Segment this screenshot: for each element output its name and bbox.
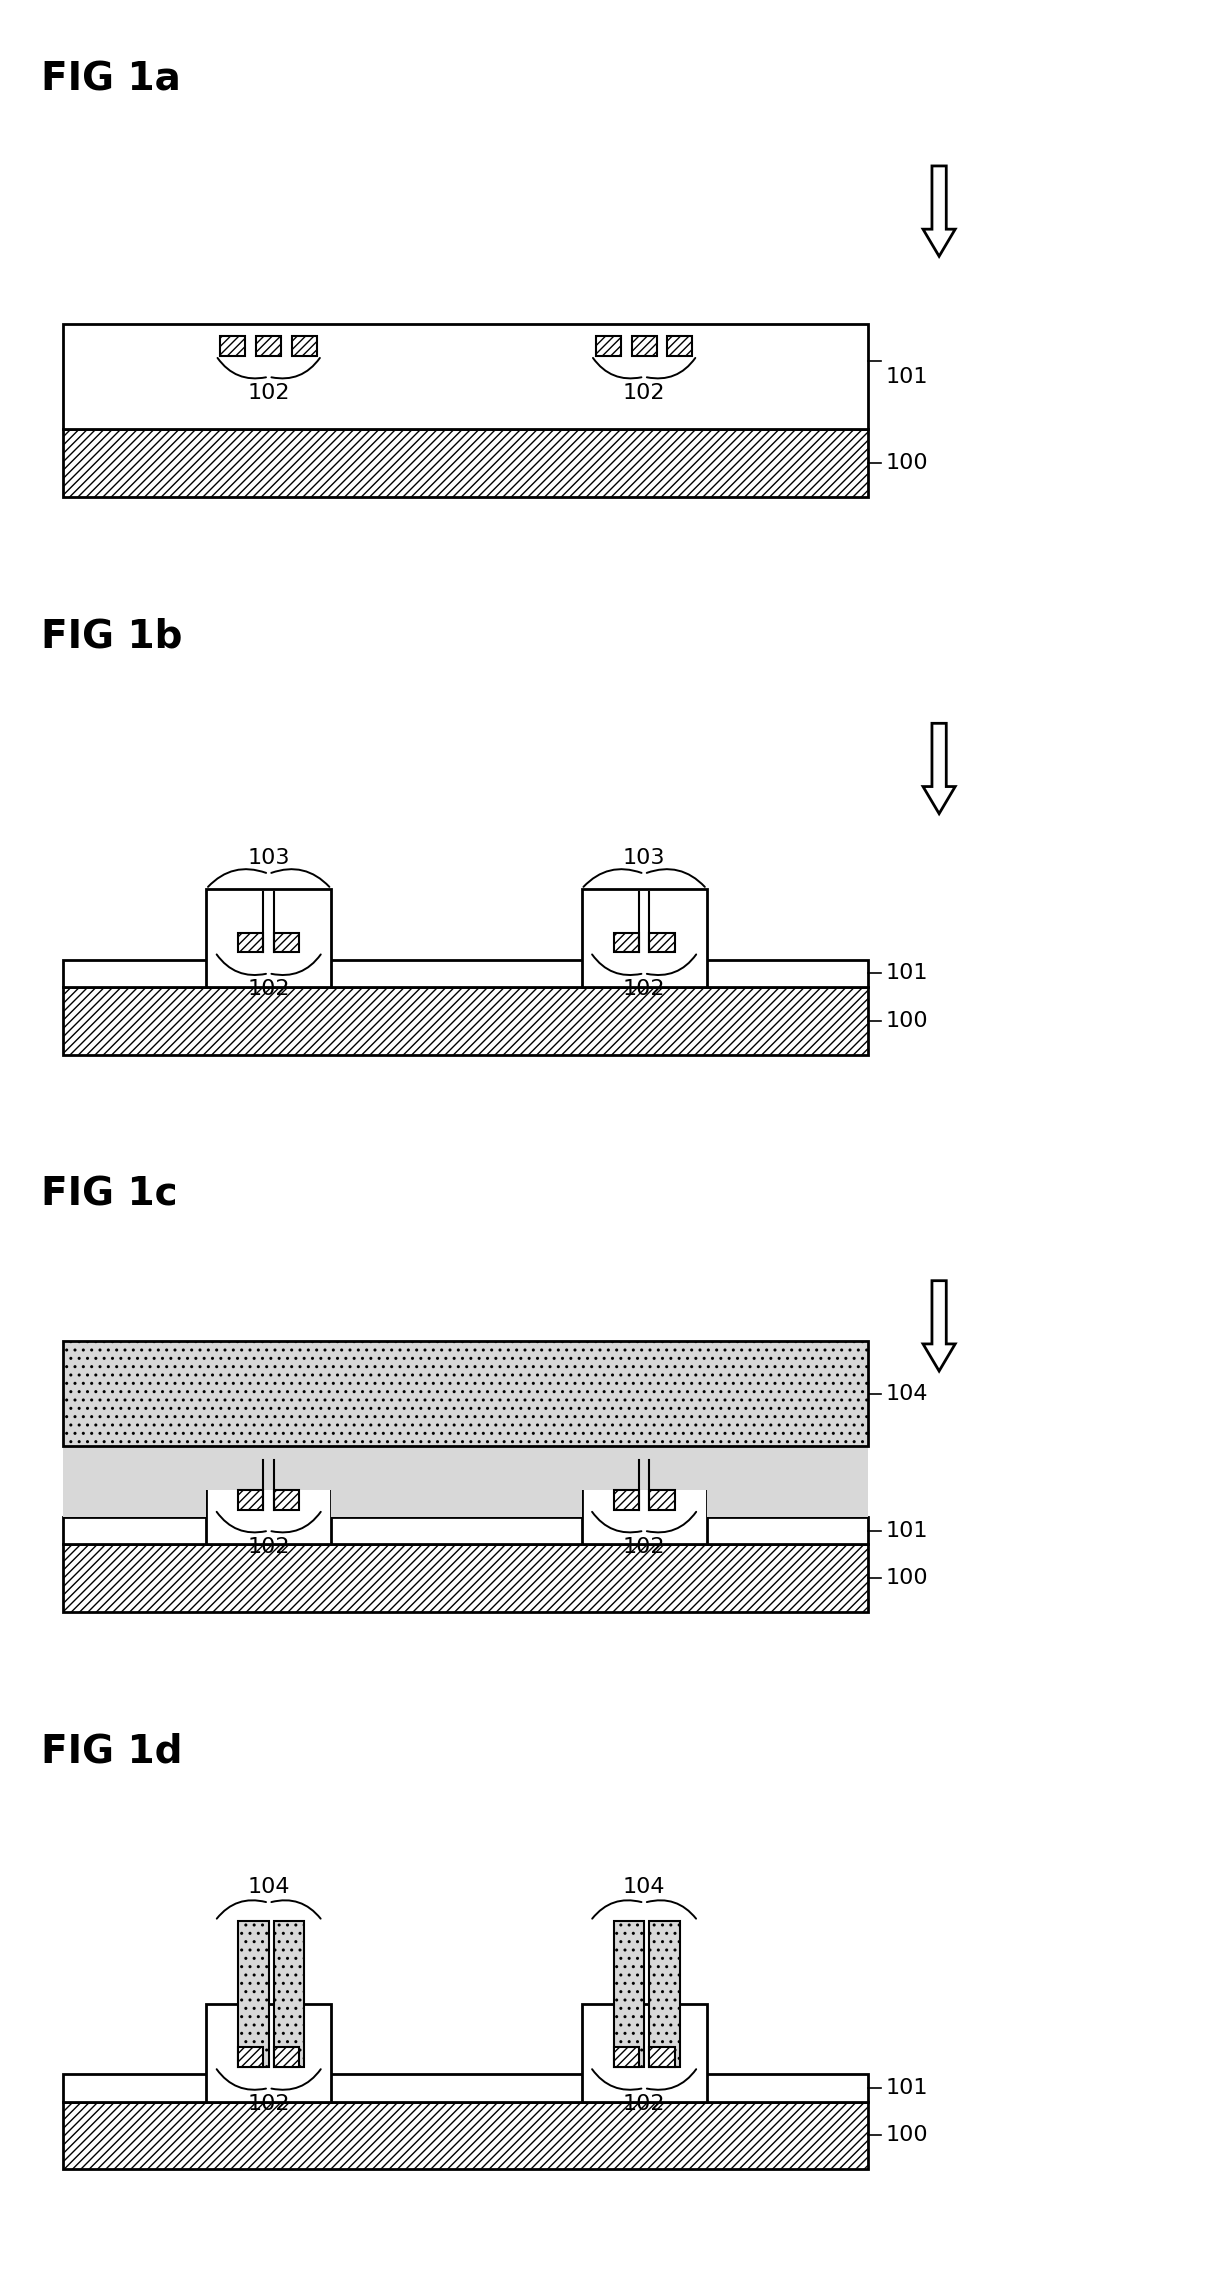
Bar bbox=[63, 2102, 868, 2170]
Bar bbox=[63, 323, 868, 430]
Text: FIG 1d: FIG 1d bbox=[41, 1734, 183, 1770]
Bar bbox=[238, 2048, 264, 2068]
Bar bbox=[595, 337, 621, 355]
Text: 100: 100 bbox=[886, 453, 928, 473]
Polygon shape bbox=[923, 166, 955, 257]
Bar bbox=[63, 987, 868, 1056]
Bar bbox=[63, 1545, 868, 1613]
Text: 103: 103 bbox=[248, 849, 290, 867]
Bar bbox=[63, 2075, 868, 2102]
Text: FIG 1a: FIG 1a bbox=[41, 61, 180, 98]
Bar bbox=[292, 337, 317, 355]
Text: 102: 102 bbox=[623, 382, 666, 403]
Bar bbox=[63, 1340, 868, 1447]
Bar bbox=[707, 1447, 868, 1517]
Bar bbox=[650, 1490, 674, 1511]
Text: FIG 1b: FIG 1b bbox=[41, 619, 183, 655]
Bar bbox=[206, 2004, 332, 2102]
Bar bbox=[582, 1447, 707, 1545]
Text: 101: 101 bbox=[886, 1520, 928, 1540]
Bar bbox=[332, 1447, 582, 1517]
Bar bbox=[632, 337, 657, 355]
Bar bbox=[257, 337, 281, 355]
Bar bbox=[275, 2048, 299, 2068]
Bar bbox=[238, 933, 264, 953]
Text: 101: 101 bbox=[886, 366, 928, 387]
Text: 100: 100 bbox=[886, 1567, 928, 1588]
Bar bbox=[238, 1490, 264, 1511]
Text: 102: 102 bbox=[248, 1536, 290, 1556]
Bar bbox=[613, 2048, 639, 2068]
Bar bbox=[613, 933, 639, 953]
Polygon shape bbox=[923, 723, 955, 814]
Text: 100: 100 bbox=[886, 1010, 928, 1031]
Text: 100: 100 bbox=[886, 2125, 928, 2145]
Bar bbox=[650, 933, 674, 953]
Polygon shape bbox=[923, 1281, 955, 1372]
Bar bbox=[275, 1920, 305, 2068]
Bar bbox=[63, 1517, 868, 1545]
Bar bbox=[63, 1447, 206, 1517]
Text: 102: 102 bbox=[248, 382, 290, 403]
Bar bbox=[206, 890, 332, 987]
Text: 104: 104 bbox=[248, 1877, 290, 1897]
Text: FIG 1c: FIG 1c bbox=[41, 1176, 178, 1213]
Text: 102: 102 bbox=[623, 978, 666, 999]
Bar bbox=[650, 2048, 674, 2068]
Text: 102: 102 bbox=[248, 2093, 290, 2113]
Text: 101: 101 bbox=[886, 2077, 928, 2098]
Bar bbox=[275, 933, 299, 953]
Bar bbox=[668, 337, 692, 355]
Bar bbox=[63, 960, 868, 987]
Text: 102: 102 bbox=[248, 978, 290, 999]
Text: 102: 102 bbox=[623, 2093, 666, 2113]
Bar bbox=[220, 337, 246, 355]
Bar bbox=[206, 1447, 332, 1490]
Text: 104: 104 bbox=[623, 1877, 666, 1897]
Bar bbox=[238, 1920, 269, 2068]
Bar bbox=[613, 1920, 644, 2068]
Bar bbox=[582, 890, 707, 987]
Bar bbox=[582, 1447, 707, 1490]
Text: 102: 102 bbox=[623, 1536, 666, 1556]
Bar bbox=[206, 1447, 332, 1545]
Bar bbox=[582, 2004, 707, 2102]
Text: 101: 101 bbox=[886, 962, 928, 983]
Bar bbox=[275, 1490, 299, 1511]
Text: 103: 103 bbox=[623, 849, 666, 867]
Bar bbox=[63, 430, 868, 498]
Bar bbox=[613, 1490, 639, 1511]
Bar bbox=[650, 1920, 680, 2068]
Text: 104: 104 bbox=[886, 1383, 928, 1404]
